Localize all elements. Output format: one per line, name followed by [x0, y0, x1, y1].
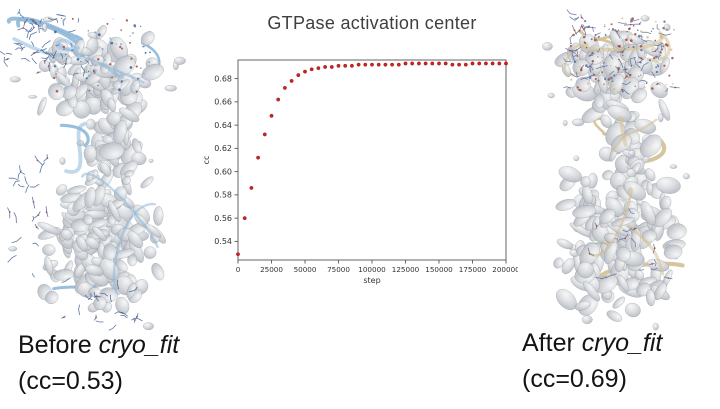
density-surface: [37, 25, 166, 315]
data-point: [356, 62, 361, 67]
data-point: [296, 73, 301, 78]
svg-text:25000: 25000: [260, 265, 283, 274]
svg-text:175000: 175000: [459, 265, 487, 274]
data-point: [463, 62, 468, 67]
data-point: [256, 155, 260, 160]
data-point: [236, 252, 240, 257]
data-point: [316, 66, 321, 71]
data-point: [504, 61, 508, 66]
cc-convergence-chart: 0.54 0.56 0.58 0.60 0.62 0.64 0.66 0.68 0 25000 50…: [198, 44, 518, 292]
data-point: [450, 62, 455, 67]
svg-text:0.60: 0.60: [214, 167, 232, 176]
data-point: [376, 62, 381, 67]
caption-before: Before cryo_fit (cc=0.53): [18, 327, 179, 400]
data-point: [410, 61, 415, 66]
data-point: [363, 62, 368, 67]
caption-after: After cryo_fit (cc=0.69): [522, 325, 662, 398]
svg-text:0.64: 0.64: [214, 121, 232, 130]
data-point: [370, 62, 374, 67]
caption-after-prefix: After: [522, 329, 582, 357]
y-axis-label: cc: [202, 156, 211, 165]
caption-before-prefix: Before: [18, 331, 99, 359]
svg-text:0.58: 0.58: [214, 191, 232, 200]
caption-before-cc: (cc=0.53): [18, 367, 123, 396]
data-point: [430, 61, 435, 66]
data-point: [457, 62, 461, 67]
data-points: [236, 61, 508, 257]
data-point: [477, 61, 482, 66]
molecule-after-image: [518, 0, 718, 335]
data-point: [269, 113, 274, 118]
svg-text:0.56: 0.56: [214, 214, 232, 223]
data-point: [443, 61, 448, 66]
data-point: [303, 69, 307, 74]
data-point: [276, 97, 281, 102]
data-point: [343, 63, 348, 68]
data-point: [437, 61, 441, 66]
data-point: [249, 186, 254, 190]
data-point: [490, 61, 495, 66]
data-point: [262, 132, 267, 137]
y-axis: 0.54 0.56 0.58 0.60 0.62 0.64 0.66 0.68: [214, 74, 238, 246]
caption-after-line1: After cryo_fit: [522, 325, 662, 361]
svg-text:200000: 200000: [492, 265, 518, 274]
svg-text:75000: 75000: [327, 265, 350, 274]
svg-text:150000: 150000: [425, 265, 453, 274]
svg-text:50000: 50000: [294, 265, 317, 274]
caption-before-line1: Before cryo_fit: [18, 327, 179, 363]
data-point: [416, 61, 421, 66]
x-axis-label: step: [363, 276, 380, 285]
svg-text:0.66: 0.66: [214, 98, 232, 107]
data-point: [483, 61, 488, 66]
data-point: [497, 61, 502, 66]
caption-before-program-name: cryo_fit: [98, 331, 180, 359]
density-surface: [553, 30, 687, 322]
molecule-before-image: [0, 0, 200, 335]
data-point: [242, 216, 247, 221]
data-point: [390, 62, 395, 67]
svg-text:0.54: 0.54: [214, 237, 232, 246]
data-point: [403, 61, 408, 66]
data-point: [349, 63, 354, 68]
svg-text:100000: 100000: [358, 265, 386, 274]
figure-title: GTPase activation center: [267, 13, 477, 33]
plot-frame: [237, 59, 507, 261]
data-point: [323, 65, 328, 69]
data-point: [283, 86, 287, 90]
data-point: [396, 62, 401, 67]
caption-after-cc: (cc=0.69): [522, 365, 627, 394]
data-point: [336, 63, 341, 68]
x-axis: 0 25000 50000 75000 100000 125000 150000 175000…: [236, 260, 518, 274]
molecule-before-render: [0, 9, 186, 331]
data-point: [309, 67, 314, 72]
data-point: [289, 79, 294, 83]
svg-text:0.68: 0.68: [214, 74, 232, 83]
caption-after-program-name: cryo_fit: [581, 329, 663, 357]
svg-text:125000: 125000: [392, 265, 420, 274]
data-point: [423, 61, 428, 66]
atomic-model-sticks: [0, 9, 143, 331]
molecule-after-render: [542, 9, 690, 331]
data-point: [329, 65, 334, 69]
svg-text:0: 0: [236, 265, 241, 274]
data-point: [383, 62, 388, 67]
data-point: [470, 61, 475, 66]
svg-text:0.62: 0.62: [214, 144, 232, 153]
cc-vs-step-plot: 0.54 0.56 0.58 0.60 0.62 0.64 0.66 0.68 0 25000 50…: [202, 59, 518, 285]
